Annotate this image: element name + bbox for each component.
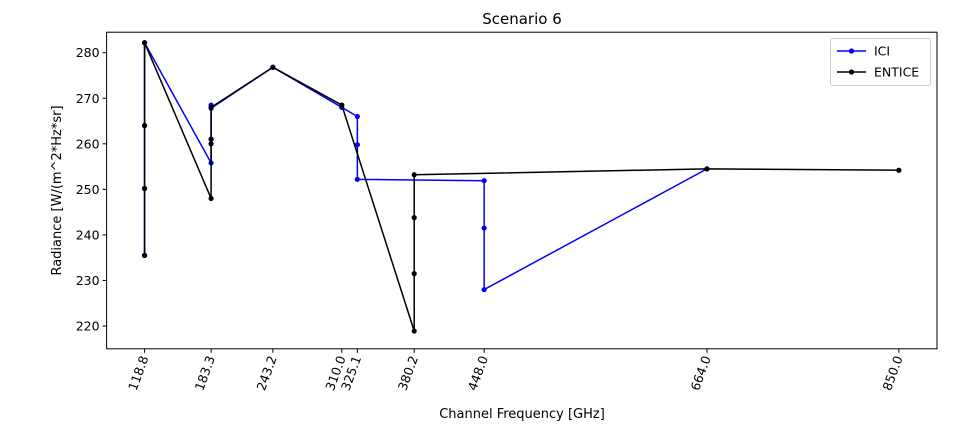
x-axis-label: Channel Frequency [GHz] [439, 407, 605, 422]
y-axis-ticks: 220 230 240 250 260 270 280 [76, 45, 107, 334]
legend-label-entice: ENTICE [874, 65, 919, 80]
y-tick-label: 220 [76, 319, 100, 334]
data-point-entice [411, 271, 417, 277]
data-point-ici [354, 176, 360, 182]
y-tick-label: 270 [76, 91, 100, 106]
plot-frame [106, 31, 938, 350]
data-point-entice [208, 195, 214, 202]
y-axis-label: Radiance [W/(m^2*Hz*sr] [50, 105, 65, 275]
data-point-entice [141, 252, 148, 259]
data-point-entice [208, 136, 214, 142]
legend-label-ici: ICI [874, 44, 890, 59]
data-point-ici [354, 113, 360, 120]
data-point-entice [141, 40, 148, 46]
data-point-entice [141, 185, 148, 192]
data-point-entice [339, 102, 345, 108]
data-point-entice [208, 141, 214, 147]
data-point-entice [704, 166, 710, 172]
data-point-entice [141, 122, 148, 129]
legend-marker-entice [848, 69, 855, 75]
chart-title: Scenario 6 [482, 10, 562, 28]
data-point-entice [411, 172, 417, 178]
data-point-entice [896, 167, 902, 173]
data-point-ici [481, 286, 487, 293]
data-point-ici [354, 142, 360, 148]
legend-marker-ici [848, 48, 855, 54]
data-point-entice [270, 64, 276, 70]
y-tick-label: 250 [76, 182, 100, 197]
y-tick-label: 230 [76, 273, 100, 288]
data-point-entice [208, 104, 214, 110]
data-point-entice [411, 215, 417, 221]
legend: ICI ENTICE [830, 38, 931, 86]
y-tick-label: 260 [76, 136, 100, 151]
data-point-ici [481, 178, 487, 184]
data-point-ici [481, 225, 487, 231]
y-tick-label: 240 [76, 227, 100, 242]
series-line-entice [143, 41, 899, 332]
data-point-entice [411, 328, 417, 334]
y-tick-label: 280 [76, 45, 100, 60]
series-layer [141, 40, 902, 334]
